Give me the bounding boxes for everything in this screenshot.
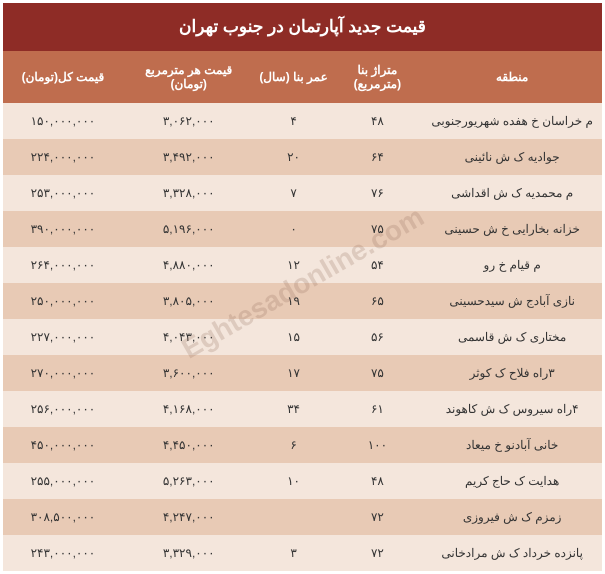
cell-area: ۵۴ (332, 247, 422, 283)
cell-area: ۷۵ (332, 355, 422, 391)
cell-total_price: ۱۵۰,۰۰۰,۰۰۰ (3, 103, 123, 139)
cell-area: ۱۰۰ (332, 427, 422, 463)
cell-age: ۶ (255, 427, 333, 463)
table-row: م قیام خ رو۵۴۱۲۴,۸۸۰,۰۰۰۲۶۴,۰۰۰,۰۰۰ (3, 247, 602, 283)
cell-age: ۳۴ (255, 391, 333, 427)
cell-total_price: ۲۶۴,۰۰۰,۰۰۰ (3, 247, 123, 283)
cell-price_per_m: ۳,۶۰۰,۰۰۰ (123, 355, 255, 391)
cell-area: ۷۵ (332, 211, 422, 247)
cell-total_price: ۴۵۰,۰۰۰,۰۰۰ (3, 427, 123, 463)
table-container: قیمت جدید آپارتمان در جنوب تهران منطقه م… (0, 0, 605, 574)
cell-age: ۴ (255, 103, 333, 139)
cell-region: پانزده خرداد ک ش مرادخانی (422, 535, 602, 571)
table-row: خانی آبادنو خ میعاد۱۰۰۶۴,۴۵۰,۰۰۰۴۵۰,۰۰۰,… (3, 427, 602, 463)
cell-age: ۷ (255, 175, 333, 211)
table-row: م خراسان خ هفده شهریورجنوبی۴۸۴۳,۰۶۲,۰۰۰۱… (3, 103, 602, 139)
cell-price_per_m: ۴,۲۴۷,۰۰۰ (123, 499, 255, 535)
cell-total_price: ۲۵۰,۰۰۰,۰۰۰ (3, 283, 123, 319)
cell-region: زمزم ک ش فیروزی (422, 499, 602, 535)
col-area-header: متراژ بنا (مترمربع) (332, 51, 422, 103)
cell-age: ۳ (255, 535, 333, 571)
table-row: م محمدیه ک ش اقداشی۷۶۷۳,۳۲۸,۰۰۰۲۵۳,۰۰۰,۰… (3, 175, 602, 211)
cell-price_per_m: ۴,۱۶۸,۰۰۰ (123, 391, 255, 427)
cell-price_per_m: ۳,۰۶۲,۰۰۰ (123, 103, 255, 139)
cell-region: ۳راه فلاح ک کوثر (422, 355, 602, 391)
col-region-header: منطقه (422, 51, 602, 103)
table-row: جوادیه ک ش نائینی۶۴۲۰۳,۴۹۲,۰۰۰۲۲۴,۰۰۰,۰۰… (3, 139, 602, 175)
col-age-header: عمر بنا (سال) (255, 51, 333, 103)
table-row: زمزم ک ش فیروزی۷۲ ۴,۲۴۷,۰۰۰۳۰۸,۵۰۰,۰۰۰ (3, 499, 602, 535)
table-row: هدایت ک حاج کریم۴۸۱۰۵,۲۶۳,۰۰۰۲۵۵,۰۰۰,۰۰۰ (3, 463, 602, 499)
cell-region: م خراسان خ هفده شهریورجنوبی (422, 103, 602, 139)
cell-price_per_m: ۳,۳۲۸,۰۰۰ (123, 175, 255, 211)
col-ppm-header: قیمت هر مترمربع (تومان) (123, 51, 255, 103)
table-row: ۴راه سیروس ک ش کاهوند۶۱۳۴۴,۱۶۸,۰۰۰۲۵۶,۰۰… (3, 391, 602, 427)
cell-region: ۴راه سیروس ک ش کاهوند (422, 391, 602, 427)
cell-region: مختاری ک ش قاسمی (422, 319, 602, 355)
cell-region: هدایت ک حاج کریم (422, 463, 602, 499)
cell-region: م محمدیه ک ش اقداشی (422, 175, 602, 211)
cell-total_price: ۲۵۶,۰۰۰,۰۰۰ (3, 391, 123, 427)
cell-age (255, 499, 333, 535)
table-row: خزانه بخارایی خ ش حسینی۷۵۰۵,۱۹۶,۰۰۰۳۹۰,۰… (3, 211, 602, 247)
cell-price_per_m: ۳,۳۲۹,۰۰۰ (123, 535, 255, 571)
cell-region: خزانه بخارایی خ ش حسینی (422, 211, 602, 247)
cell-price_per_m: ۴,۸۸۰,۰۰۰ (123, 247, 255, 283)
cell-price_per_m: ۴,۰۴۳,۰۰۰ (123, 319, 255, 355)
cell-age: ۱۰ (255, 463, 333, 499)
cell-price_per_m: ۵,۲۶۳,۰۰۰ (123, 463, 255, 499)
cell-total_price: ۲۵۳,۰۰۰,۰۰۰ (3, 175, 123, 211)
cell-area: ۶۴ (332, 139, 422, 175)
cell-total_price: ۲۲۷,۰۰۰,۰۰۰ (3, 319, 123, 355)
cell-price_per_m: ۳,۴۹۲,۰۰۰ (123, 139, 255, 175)
table-row: پانزده خرداد ک ش مرادخانی۷۲۳۳,۳۲۹,۰۰۰۲۴۳… (3, 535, 602, 571)
cell-total_price: ۲۷۰,۰۰۰,۰۰۰ (3, 355, 123, 391)
cell-price_per_m: ۵,۱۹۶,۰۰۰ (123, 211, 255, 247)
page-title: قیمت جدید آپارتمان در جنوب تهران (3, 3, 602, 51)
cell-total_price: ۳۰۸,۵۰۰,۰۰۰ (3, 499, 123, 535)
cell-area: ۶۱ (332, 391, 422, 427)
cell-area: ۶۵ (332, 283, 422, 319)
table-row: مختاری ک ش قاسمی۵۶۱۵۴,۰۴۳,۰۰۰۲۲۷,۰۰۰,۰۰۰ (3, 319, 602, 355)
cell-region: خانی آبادنو خ میعاد (422, 427, 602, 463)
col-total-header: قیمت کل(تومان) (3, 51, 123, 103)
header-row: منطقه متراژ بنا (مترمربع) عمر بنا (سال) … (3, 51, 602, 103)
cell-area: ۴۸ (332, 463, 422, 499)
cell-price_per_m: ۳,۸۰۵,۰۰۰ (123, 283, 255, 319)
cell-age: ۰ (255, 211, 333, 247)
cell-area: ۷۶ (332, 175, 422, 211)
cell-area: ۷۲ (332, 499, 422, 535)
cell-total_price: ۲۴۳,۰۰۰,۰۰۰ (3, 535, 123, 571)
table-row: نازی آبادج ش سیدحسینی۶۵۱۹۳,۸۰۵,۰۰۰۲۵۰,۰۰… (3, 283, 602, 319)
cell-total_price: ۲۵۵,۰۰۰,۰۰۰ (3, 463, 123, 499)
cell-region: جوادیه ک ش نائینی (422, 139, 602, 175)
cell-age: ۲۰ (255, 139, 333, 175)
cell-total_price: ۳۹۰,۰۰۰,۰۰۰ (3, 211, 123, 247)
price-table: منطقه متراژ بنا (مترمربع) عمر بنا (سال) … (3, 51, 602, 571)
cell-age: ۱۲ (255, 247, 333, 283)
cell-region: م قیام خ رو (422, 247, 602, 283)
cell-price_per_m: ۴,۴۵۰,۰۰۰ (123, 427, 255, 463)
cell-total_price: ۲۲۴,۰۰۰,۰۰۰ (3, 139, 123, 175)
cell-area: ۷۲ (332, 535, 422, 571)
cell-area: ۵۶ (332, 319, 422, 355)
cell-area: ۴۸ (332, 103, 422, 139)
cell-age: ۱۹ (255, 283, 333, 319)
cell-age: ۱۷ (255, 355, 333, 391)
cell-region: نازی آبادج ش سیدحسینی (422, 283, 602, 319)
cell-age: ۱۵ (255, 319, 333, 355)
table-row: ۳راه فلاح ک کوثر۷۵۱۷۳,۶۰۰,۰۰۰۲۷۰,۰۰۰,۰۰۰ (3, 355, 602, 391)
table-body: م خراسان خ هفده شهریورجنوبی۴۸۴۳,۰۶۲,۰۰۰۱… (3, 103, 602, 571)
